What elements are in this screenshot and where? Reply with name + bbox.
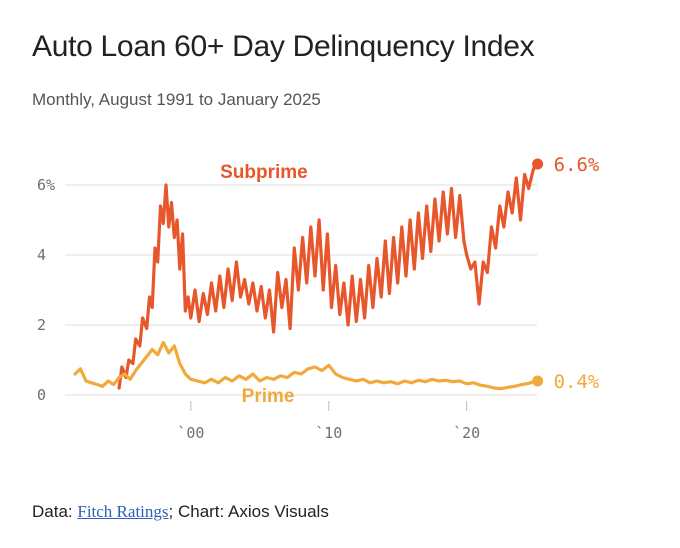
y-tick-label-2: 4: [37, 246, 46, 264]
chart-title: Auto Loan 60+ Day Delinquency Index: [32, 30, 535, 63]
x-tick-label-0: `00: [177, 424, 204, 442]
grid-layer: [65, 184, 537, 396]
source-note: Data: Fitch Ratings; Chart: Axios Visual…: [32, 502, 329, 522]
label-layer: 6.6% Subprime 0.4% Prime: [220, 154, 600, 407]
x-tick-label-1: `10: [315, 424, 342, 442]
prime-end-label: 0.4%: [554, 371, 600, 393]
source-prefix: Data:: [32, 502, 78, 521]
prime-series-line: [73, 340, 538, 391]
subprime-end-label: 6.6%: [554, 154, 600, 176]
x-tick-label-2: `20: [453, 424, 480, 442]
tick-layer: 0 2 4 6% `00 `10 `20: [37, 176, 480, 442]
y-tick-label-3: 6%: [37, 176, 55, 194]
y-tick-label-1: 2: [37, 316, 46, 334]
subprime-series-name: Subprime: [220, 162, 308, 183]
source-suffix: ; Chart: Axios Visuals: [168, 502, 329, 521]
delinquency-line-chart: 0 2 4 6% `00 `10 `20 6.6% Subprime 0.4% Prime: [37, 154, 600, 442]
prime-end-marker: [532, 375, 544, 387]
subprime-series-line: [117, 162, 538, 390]
subprime-end-marker: [532, 158, 544, 170]
chart-subtitle: Monthly, August 1991 to January 2025: [32, 90, 321, 109]
series-layer: [73, 158, 544, 391]
fitch-ratings-link[interactable]: Fitch Ratings: [77, 502, 169, 521]
prime-series-name: Prime: [242, 386, 295, 407]
y-tick-label-0: 0: [37, 386, 46, 404]
